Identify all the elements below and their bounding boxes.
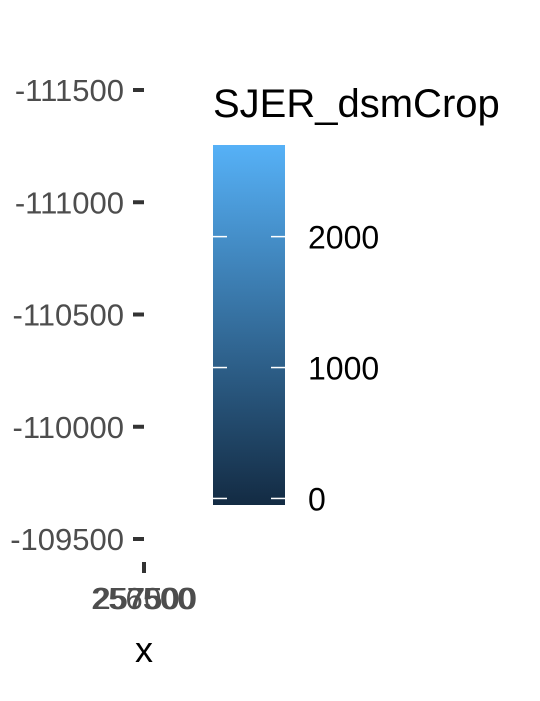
legend: SJER_dsmCrop 0 1000 2000 (213, 82, 500, 517)
x-tick-label: 256500 (91, 581, 194, 616)
y-tick-label: -110500 (13, 298, 124, 333)
colorbar (213, 145, 285, 505)
y-tick-label: -111000 (15, 185, 124, 220)
y-tick-label: -111500 (15, 73, 124, 108)
x-axis-label: x (135, 629, 153, 670)
colorbar-tick-label: 2000 (308, 220, 379, 256)
colorbar-tick-label: 0 (308, 481, 326, 517)
legend-title: SJER_dsmCrop (213, 82, 500, 126)
colorbar-tick-label: 1000 (308, 351, 379, 387)
y-tick-label: -109500 (10, 522, 124, 557)
y-axis: -111500 -111000 -110500 -110000 -109500 (10, 73, 144, 557)
x-tick-label: 257500 (93, 581, 196, 616)
colorbar-ticks: 0 1000 2000 (213, 220, 379, 517)
y-tick-label: -110000 (13, 410, 124, 445)
x-tick-label: 257000 (92, 581, 195, 616)
